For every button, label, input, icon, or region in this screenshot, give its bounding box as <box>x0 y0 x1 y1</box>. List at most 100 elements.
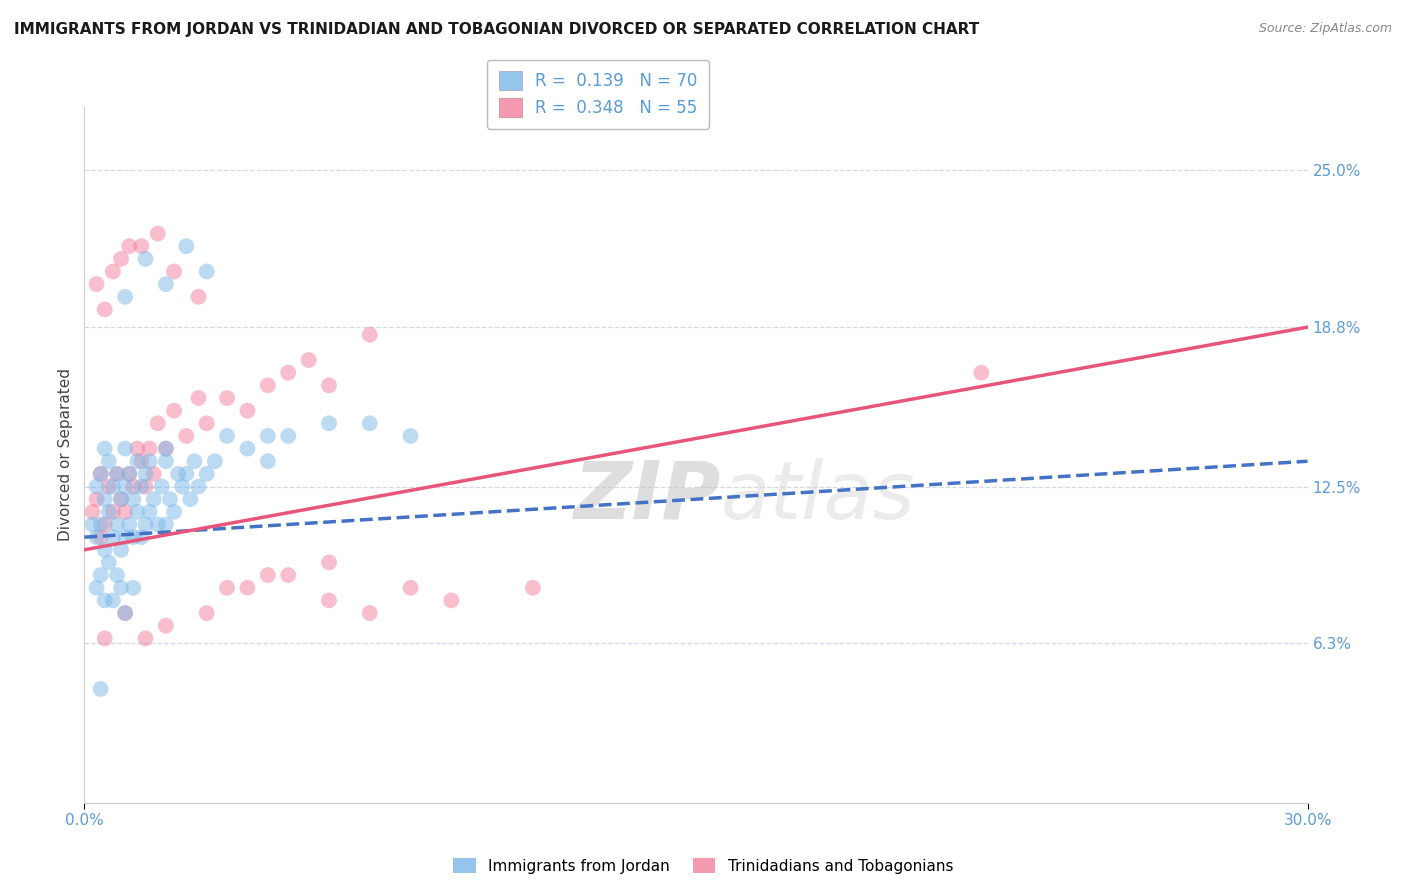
Point <box>101 505 124 519</box>
Point <box>114 479 136 493</box>
Point <box>277 429 299 443</box>
Point <box>257 568 280 582</box>
Point <box>187 479 209 493</box>
Point <box>257 429 280 443</box>
Point <box>138 454 160 468</box>
Text: ZIP: ZIP <box>574 458 720 536</box>
Point <box>318 417 340 431</box>
Point <box>97 479 120 493</box>
Point <box>110 542 132 557</box>
Point <box>90 517 112 532</box>
Point <box>101 593 124 607</box>
Point <box>135 467 157 481</box>
Point <box>163 403 186 417</box>
Point <box>131 454 153 468</box>
Point <box>110 581 132 595</box>
Point <box>257 454 280 468</box>
Point <box>90 467 112 481</box>
Point <box>131 530 153 544</box>
Point <box>118 467 141 481</box>
Point <box>155 454 177 468</box>
Point <box>131 479 153 493</box>
Point <box>122 530 145 544</box>
Point <box>93 542 115 557</box>
Point <box>135 632 157 646</box>
Point <box>155 277 177 292</box>
Point <box>90 530 112 544</box>
Point <box>114 606 136 620</box>
Point <box>277 568 299 582</box>
Point <box>86 581 108 595</box>
Point <box>93 517 115 532</box>
Point <box>174 467 197 481</box>
Point <box>118 467 141 481</box>
Text: atlas: atlas <box>720 458 915 536</box>
Point <box>159 492 181 507</box>
Point <box>217 581 239 595</box>
Point <box>236 581 259 595</box>
Point <box>970 366 993 380</box>
Point <box>118 517 141 532</box>
Point <box>318 378 340 392</box>
Point <box>97 454 120 468</box>
Point <box>195 417 218 431</box>
Point <box>90 467 112 481</box>
Point <box>359 417 381 431</box>
Point <box>135 517 157 532</box>
Legend: R =  0.139   N = 70, R =  0.348   N = 55: R = 0.139 N = 70, R = 0.348 N = 55 <box>486 60 709 128</box>
Point <box>90 568 112 582</box>
Point <box>146 227 169 241</box>
Point <box>195 606 218 620</box>
Point <box>101 530 124 544</box>
Point <box>187 391 209 405</box>
Legend: Immigrants from Jordan, Trinidadians and Tobagonians: Immigrants from Jordan, Trinidadians and… <box>447 852 959 880</box>
Point <box>93 302 115 317</box>
Point <box>105 467 128 481</box>
Point <box>93 593 115 607</box>
Point <box>142 492 165 507</box>
Point <box>90 681 112 696</box>
Point <box>195 467 218 481</box>
Point <box>135 479 157 493</box>
Point <box>318 556 340 570</box>
Point <box>359 327 381 342</box>
Point <box>97 505 120 519</box>
Point <box>257 378 280 392</box>
Point <box>399 429 422 443</box>
Point <box>101 479 124 493</box>
Point <box>522 581 544 595</box>
Point <box>86 277 108 292</box>
Point <box>122 581 145 595</box>
Point <box>217 429 239 443</box>
Point <box>179 492 201 507</box>
Text: Source: ZipAtlas.com: Source: ZipAtlas.com <box>1258 22 1392 36</box>
Point <box>86 530 108 544</box>
Point <box>114 442 136 456</box>
Point <box>195 264 218 278</box>
Point <box>110 252 132 266</box>
Point <box>93 632 115 646</box>
Point <box>86 479 108 493</box>
Point <box>236 442 259 456</box>
Point <box>163 264 186 278</box>
Point <box>142 467 165 481</box>
Point <box>440 593 463 607</box>
Point <box>93 442 115 456</box>
Point <box>155 618 177 632</box>
Point <box>172 479 194 493</box>
Point <box>127 454 149 468</box>
Point <box>114 505 136 519</box>
Point <box>174 239 197 253</box>
Point <box>359 606 381 620</box>
Point <box>97 556 120 570</box>
Point <box>155 442 177 456</box>
Point <box>204 454 226 468</box>
Point <box>93 492 115 507</box>
Point <box>82 505 104 519</box>
Point <box>167 467 190 481</box>
Point <box>298 353 321 368</box>
Point <box>187 290 209 304</box>
Point <box>146 417 169 431</box>
Point <box>110 492 132 507</box>
Point <box>105 517 128 532</box>
